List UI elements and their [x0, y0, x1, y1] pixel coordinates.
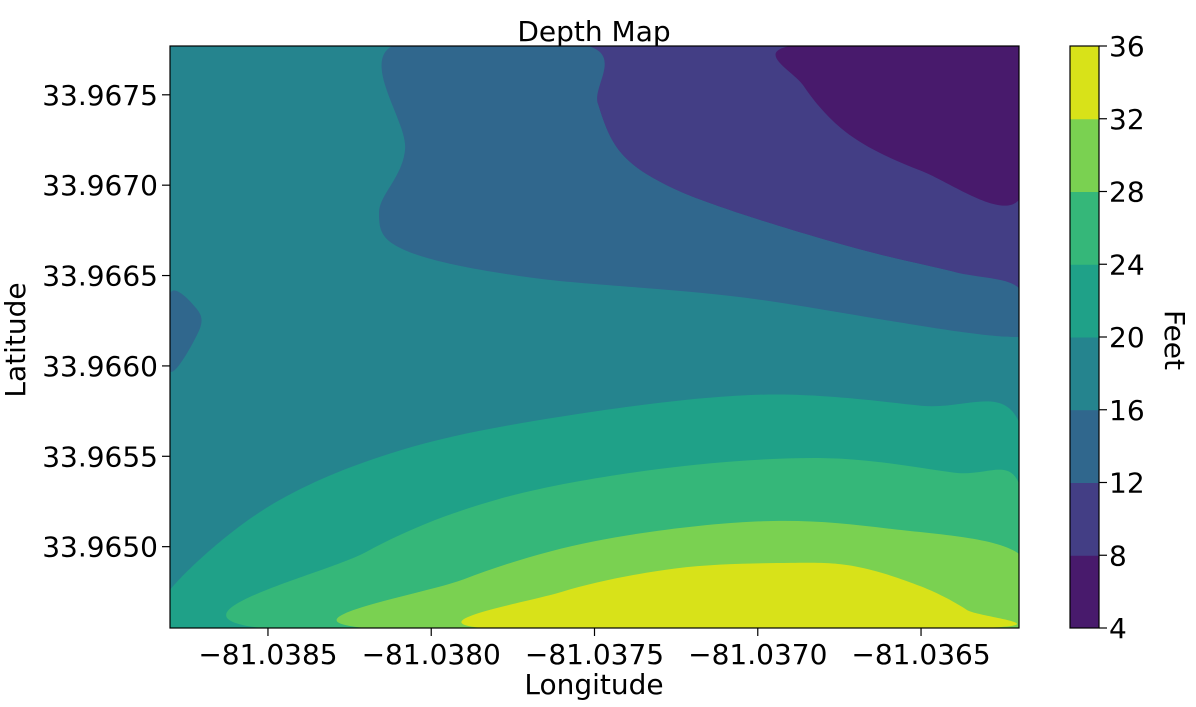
contour-band-4-8 — [775, 46, 1019, 206]
y-axis-label: Latitude — [0, 282, 32, 397]
y-axis: 33.9650 33.9655 33.9660 33.9665 33.9670 33.96… — [42, 79, 170, 564]
y-tick-label: 33.9655 — [42, 440, 158, 473]
colorbar: 4 8 12 16 20 24 28 32 36 — [1069, 30, 1145, 645]
colorbar-segment — [1070, 118, 1099, 192]
colorbar-segment — [1070, 264, 1099, 338]
colorbar-tick-label: 32 — [1109, 103, 1145, 136]
x-axis: −81.0385 −81.0380 −81.0375 −81.0370 −81.0365 — [198, 628, 991, 671]
y-tick-label: 33.9660 — [42, 350, 158, 383]
contour-band-12-16 — [379, 46, 1019, 338]
y-tick-label: 33.9670 — [42, 169, 158, 202]
y-tick-label: 33.9650 — [42, 531, 158, 564]
colorbar-tick-label: 36 — [1109, 30, 1145, 63]
contour-bands — [170, 46, 1019, 628]
colorbar-segment — [1070, 482, 1099, 556]
colorbar-segment — [1070, 337, 1099, 411]
colorbar-segment — [1070, 46, 1099, 120]
contour-band-32-36 — [461, 562, 1017, 628]
colorbar-tick-label: 12 — [1109, 467, 1145, 500]
x-tick-label: −81.0385 — [198, 638, 337, 671]
x-tick-label: −81.0375 — [525, 638, 664, 671]
x-axis-label: Longitude — [524, 668, 663, 701]
contour-band-12-16 — [170, 290, 202, 372]
colorbar-tick-label: 4 — [1109, 612, 1127, 645]
colorbar-segment — [1070, 191, 1099, 265]
colorbar-segment — [1070, 409, 1099, 483]
x-tick-label: −81.0380 — [362, 638, 501, 671]
x-tick-label: −81.0370 — [688, 638, 827, 671]
colorbar-tick-label: 24 — [1109, 248, 1145, 281]
plot-area — [170, 46, 1019, 628]
colorbar-label: Feet — [1158, 310, 1191, 370]
colorbar-tick-label: 8 — [1109, 539, 1127, 572]
colorbar-tick-label: 20 — [1109, 321, 1145, 354]
y-tick-label: 33.9675 — [42, 79, 158, 112]
colorbar-tick-label: 16 — [1109, 394, 1145, 427]
y-tick-label: 33.9665 — [42, 260, 158, 293]
chart-title: Depth Map — [517, 15, 670, 48]
colorbar-tick-label: 28 — [1109, 176, 1145, 209]
x-tick-label: −81.0365 — [851, 638, 990, 671]
colorbar-segment — [1070, 555, 1099, 629]
